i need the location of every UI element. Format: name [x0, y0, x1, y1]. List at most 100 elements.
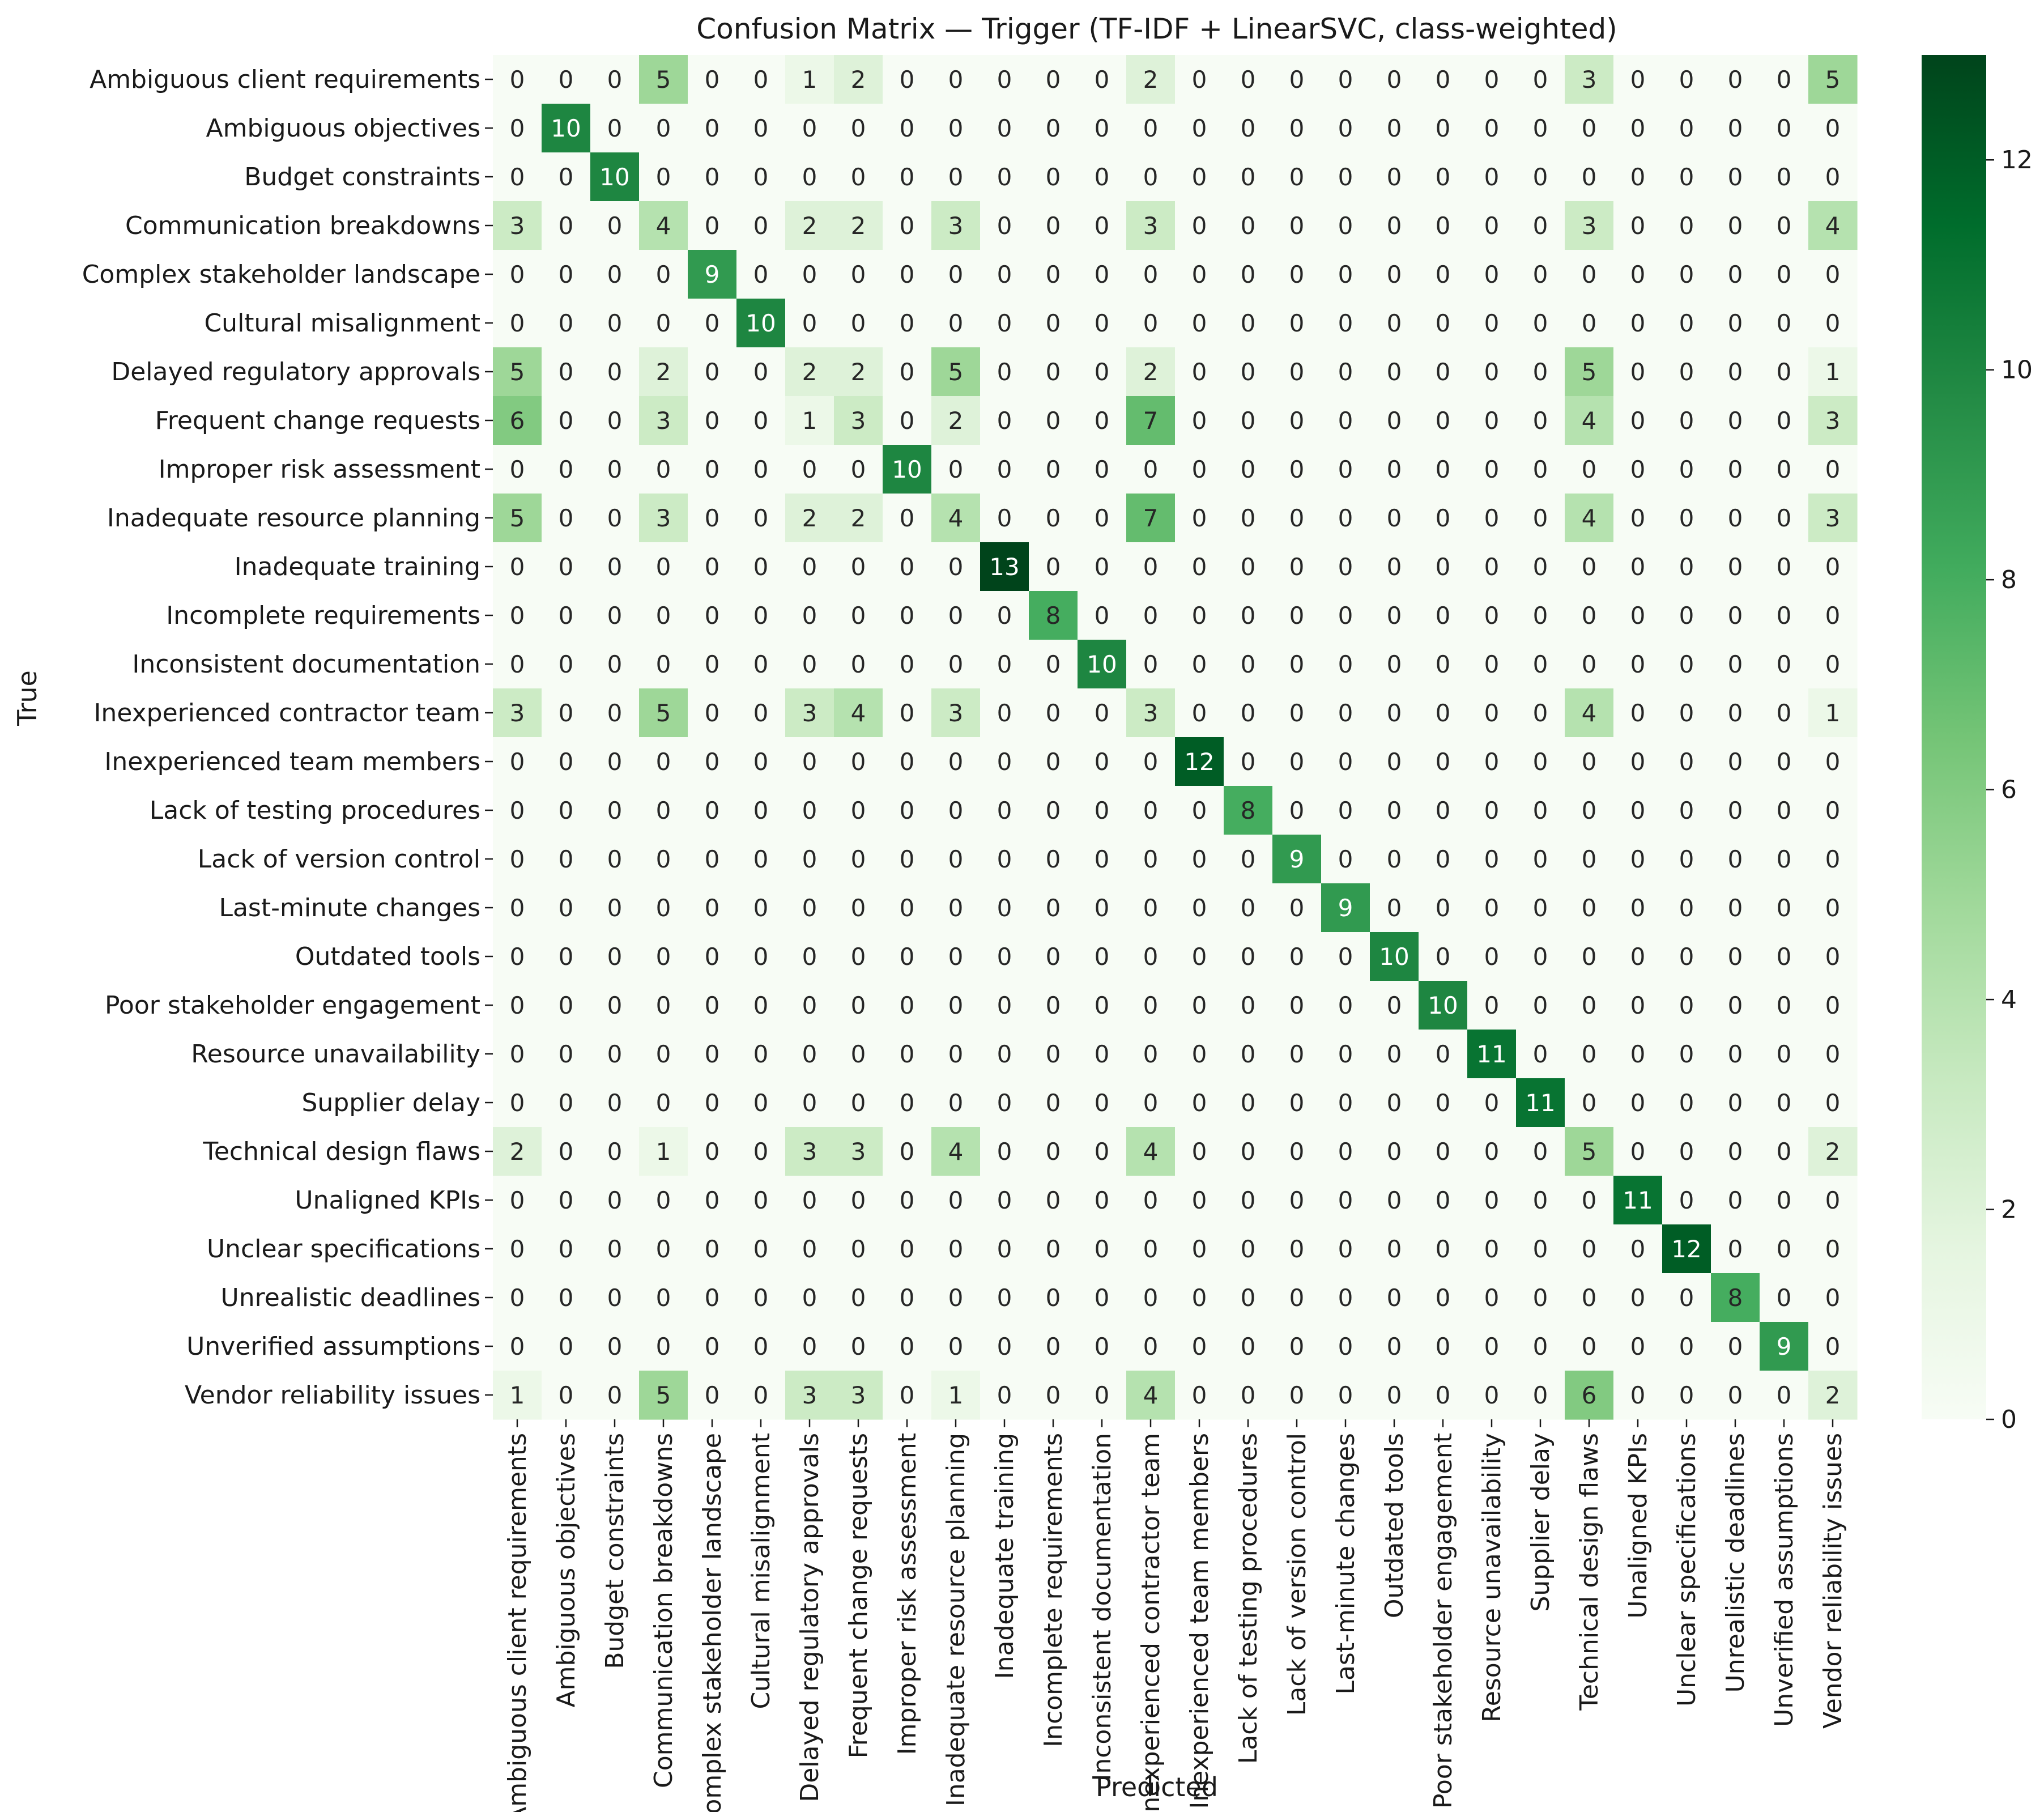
heatmap-cell — [1419, 1127, 1468, 1176]
heatmap-cell — [1126, 981, 1176, 1030]
heatmap-cell — [834, 1371, 883, 1420]
cell-value-label: 0 — [900, 992, 915, 1019]
cell-value-label: 0 — [1143, 309, 1159, 337]
heatmap-cell — [1516, 737, 1565, 786]
heatmap-cell — [785, 883, 834, 933]
cell-value-label: 0 — [559, 456, 574, 483]
cell-value-label: 0 — [753, 1089, 769, 1117]
cell-value-label: 0 — [1387, 1235, 1402, 1263]
cell-value-label: 0 — [1095, 992, 1110, 1019]
heatmap-cell — [1516, 104, 1565, 153]
cell-value-label: 0 — [1630, 992, 1646, 1019]
cell-value-label: 10 — [1379, 943, 1409, 971]
heatmap-cell — [883, 250, 932, 299]
heatmap-cell — [493, 688, 542, 738]
heatmap-cell — [736, 250, 786, 299]
cell-value-label: 0 — [1046, 748, 1061, 776]
cell-value-label: 0 — [559, 66, 574, 93]
heatmap-cell — [931, 1322, 981, 1371]
heatmap-cell — [1662, 835, 1711, 884]
cell-value-label: 0 — [1679, 553, 1694, 581]
cell-value-label: 0 — [1777, 358, 1792, 386]
cell-value-label: 0 — [1192, 163, 1207, 191]
cell-value-label: 0 — [948, 894, 964, 922]
heatmap-cell — [834, 1322, 883, 1371]
cell-value-label: 3 — [802, 1138, 817, 1166]
cell-value-label: 0 — [1338, 212, 1353, 240]
heatmap-cell — [883, 445, 932, 494]
cell-value-label: 0 — [1582, 261, 1597, 288]
heatmap-cell — [542, 591, 591, 640]
cell-value-label: 0 — [1192, 114, 1207, 142]
cell-value-label: 0 — [656, 943, 671, 971]
heatmap-cell — [980, 542, 1029, 592]
heatmap-cell — [1565, 981, 1614, 1030]
heatmap-cell — [1760, 1371, 1809, 1420]
heatmap-cell — [736, 542, 786, 592]
cell-value-label: 0 — [1630, 1333, 1646, 1360]
heatmap-cell — [639, 104, 688, 153]
cell-value-label: 0 — [559, 407, 574, 435]
cell-value-label: 0 — [1777, 1235, 1792, 1263]
cell-value-label: 0 — [1192, 456, 1207, 483]
heatmap-cell — [542, 250, 591, 299]
heatmap-cell — [1760, 542, 1809, 592]
cell-value-label: 0 — [1192, 553, 1207, 581]
heatmap-cell — [688, 1273, 737, 1322]
cell-value-label: 0 — [1484, 992, 1500, 1019]
heatmap-cell — [1711, 55, 1760, 104]
cell-value-label: 0 — [1436, 456, 1451, 483]
heatmap-cell — [493, 1127, 542, 1176]
cell-value-label: 10 — [1087, 650, 1117, 678]
x-tick-label: Resource unavailability — [1477, 1433, 1506, 1722]
cell-value-label: 0 — [851, 1235, 866, 1263]
heatmap-cell — [1029, 1030, 1078, 1079]
heatmap-cell — [1808, 104, 1858, 153]
heatmap-cell — [1126, 1322, 1176, 1371]
y-tick-label: Lack of testing procedures — [150, 796, 480, 825]
cell-value-label: 0 — [1143, 553, 1159, 581]
cell-value-label: 0 — [1582, 163, 1597, 191]
cell-value-label: 0 — [1338, 650, 1353, 678]
cell-value-label: 0 — [1777, 748, 1792, 776]
cell-value-label: 0 — [1289, 504, 1305, 532]
heatmap-cell — [980, 445, 1029, 494]
heatmap-cell — [1565, 1273, 1614, 1322]
heatmap-cell — [931, 1224, 981, 1274]
cell-value-label: 0 — [1630, 1284, 1646, 1312]
heatmap-cell — [1516, 347, 1565, 397]
heatmap-cell — [542, 494, 591, 543]
cell-value-label: 0 — [1436, 845, 1451, 873]
heatmap-cell — [931, 591, 981, 640]
cell-value-label: 0 — [1630, 261, 1646, 288]
y-tick-label: Complex stakeholder landscape — [82, 260, 480, 289]
cell-value-label: 0 — [1728, 114, 1743, 142]
cell-value-label: 0 — [559, 894, 574, 922]
cell-value-label: 3 — [1143, 699, 1159, 727]
cell-value-label: 0 — [1387, 1284, 1402, 1312]
heatmap-cell — [1078, 1176, 1127, 1225]
heatmap-cell — [1516, 981, 1565, 1030]
heatmap-cell — [1175, 396, 1224, 445]
cell-value-label: 0 — [1338, 943, 1353, 971]
cell-value-label: 0 — [948, 797, 964, 824]
cell-value-label: 0 — [1338, 1235, 1353, 1263]
cell-value-label: 0 — [1436, 943, 1451, 971]
heatmap-cell — [1467, 542, 1517, 592]
heatmap-cell — [883, 396, 932, 445]
heatmap-cell — [1370, 1371, 1419, 1420]
cell-value-label: 0 — [1533, 1381, 1548, 1409]
cell-value-label: 0 — [1338, 992, 1353, 1019]
heatmap-cell — [1760, 835, 1809, 884]
y-tick-label: Ambiguous client requirements — [90, 65, 480, 94]
cell-value-label: 0 — [1338, 1186, 1353, 1214]
cell-value-label: 0 — [1387, 309, 1402, 337]
cell-value-label: 0 — [510, 66, 525, 93]
heatmap-cell — [1662, 55, 1711, 104]
cell-value-label: 0 — [1046, 650, 1061, 678]
cell-value-label: 0 — [948, 456, 964, 483]
cell-value-label: 5 — [656, 66, 671, 93]
cell-value-label: 0 — [705, 114, 720, 142]
cell-value-label: 0 — [1241, 309, 1256, 337]
